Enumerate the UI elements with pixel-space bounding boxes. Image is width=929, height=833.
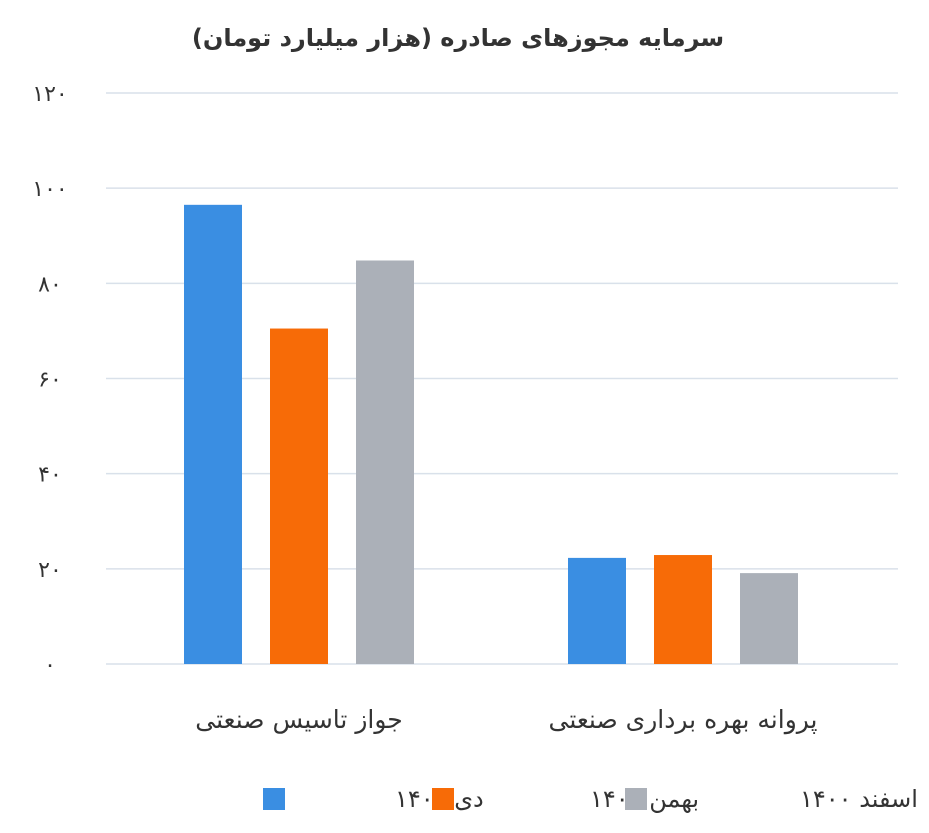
bar	[356, 260, 414, 664]
x-axis-categories: جواز تاسیس صنعتی پروانه بهره برداری صنعتی	[195, 705, 817, 735]
y-tick-label: ۲۰	[38, 558, 62, 583]
legend: دی ۱۴۰۰ بهمن ۱۴۰۰ اسفند ۱۴۰۰	[263, 785, 918, 813]
bar	[740, 573, 798, 664]
category-label: جواز تاسیس صنعتی	[195, 705, 402, 734]
legend-label: اسفند ۱۴۰۰	[800, 785, 918, 813]
y-tick-label: ۱۲۰	[32, 82, 67, 107]
y-tick-label: ۶۰	[38, 368, 62, 393]
y-tick-label: ۱۰۰	[32, 177, 67, 202]
bars	[184, 204, 798, 664]
y-tick-label: ۸۰	[38, 272, 62, 297]
bar	[184, 204, 242, 664]
y-tick-label: ۰	[44, 653, 56, 678]
bar	[568, 557, 626, 664]
y-tick-label: ۴۰	[38, 463, 62, 488]
legend-swatch	[432, 788, 454, 810]
legend-swatch	[263, 788, 285, 810]
bar	[270, 328, 328, 664]
legend-swatch	[625, 788, 647, 810]
chart-title: سرمایه مجوزهای صادره (هزار میلیارد تومان…	[192, 24, 724, 52]
category-label: پروانه بهره برداری صنعتی	[548, 705, 817, 735]
bar	[654, 555, 712, 664]
y-axis-ticks: ۰ ۲۰ ۴۰ ۶۰ ۸۰ ۱۰۰ ۱۲۰	[32, 82, 67, 678]
